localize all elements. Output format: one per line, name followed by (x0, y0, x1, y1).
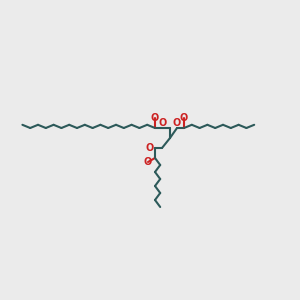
Text: O: O (159, 118, 167, 128)
Text: O: O (146, 143, 154, 153)
Text: O: O (151, 113, 159, 123)
Text: O: O (144, 157, 152, 167)
Text: O: O (173, 118, 181, 128)
Text: O: O (180, 113, 188, 123)
